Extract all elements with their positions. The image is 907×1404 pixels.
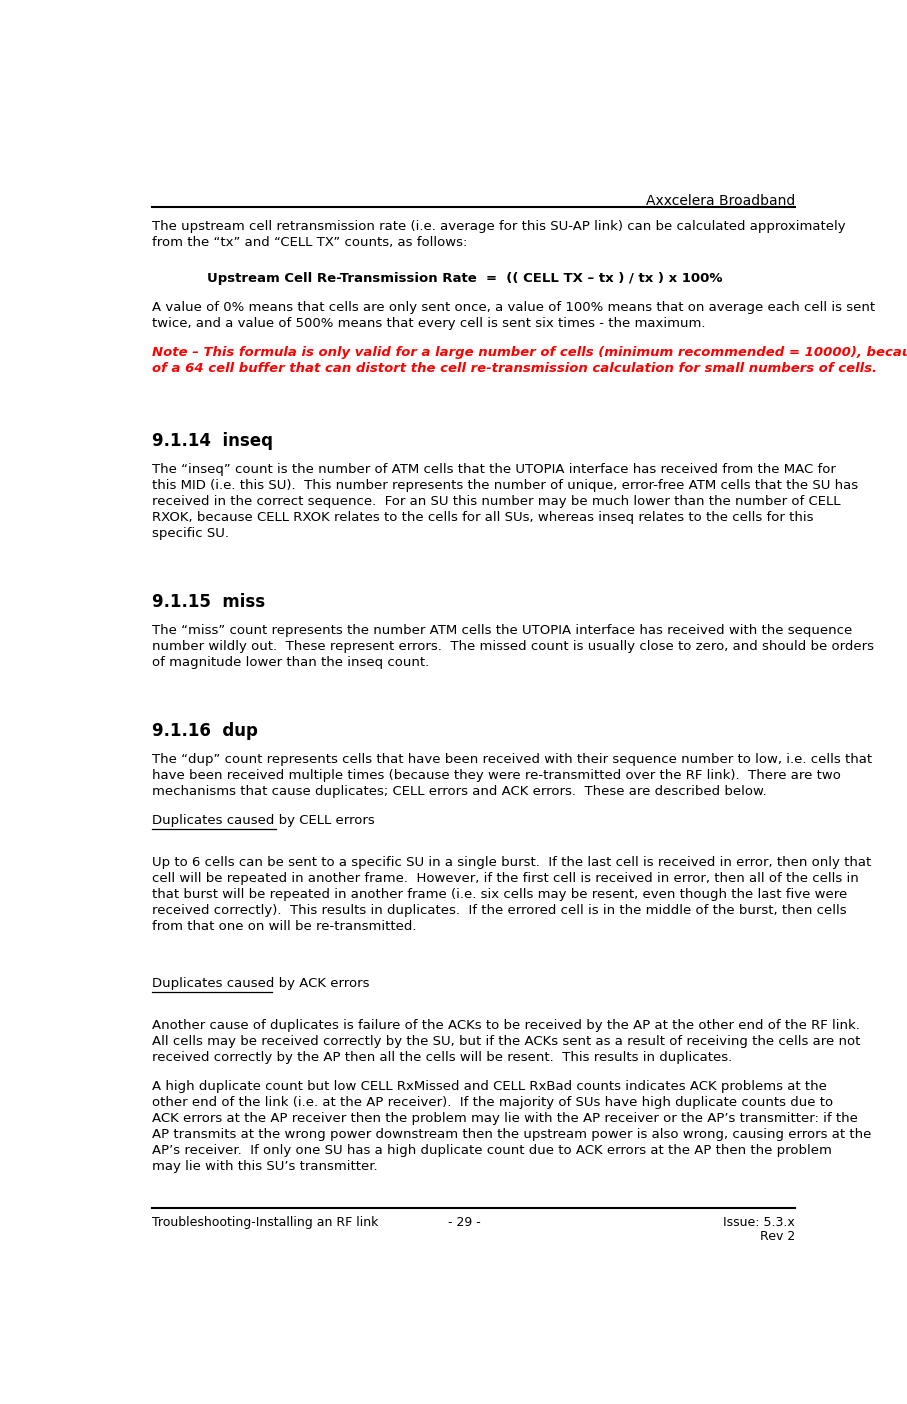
Text: of magnitude lower than the inseq count.: of magnitude lower than the inseq count. bbox=[152, 656, 429, 670]
Text: 9.1.16  dup: 9.1.16 dup bbox=[152, 722, 258, 740]
Text: Duplicates caused by ACK errors: Duplicates caused by ACK errors bbox=[152, 977, 369, 990]
Text: that burst will be repeated in another frame (i.e. six cells may be resent, even: that burst will be repeated in another f… bbox=[152, 889, 847, 901]
Text: 9.1.14  inseq: 9.1.14 inseq bbox=[152, 432, 273, 449]
Text: specific SU.: specific SU. bbox=[152, 526, 229, 541]
Text: this MID (i.e. this SU).  This number represents the number of unique, error-fre: this MID (i.e. this SU). This number rep… bbox=[152, 479, 858, 493]
Text: AP transmits at the wrong power downstream then the upstream power is also wrong: AP transmits at the wrong power downstre… bbox=[152, 1129, 872, 1141]
Text: A value of 0% means that cells are only sent once, a value of 100% means that on: A value of 0% means that cells are only … bbox=[152, 300, 875, 314]
Text: Up to 6 cells can be sent to a specific SU in a single burst.  If the last cell : Up to 6 cells can be sent to a specific … bbox=[152, 856, 872, 869]
Text: Axxcelera Broadband: Axxcelera Broadband bbox=[646, 194, 795, 208]
Text: of a 64 cell buffer that can distort the cell re-transmission calculation for sm: of a 64 cell buffer that can distort the… bbox=[152, 362, 877, 375]
Text: The “dup” count represents cells that have been received with their sequence num: The “dup” count represents cells that ha… bbox=[152, 754, 873, 767]
Text: AP’s receiver.  If only one SU has a high duplicate count due to ACK errors at t: AP’s receiver. If only one SU has a high… bbox=[152, 1144, 832, 1157]
Text: Troubleshooting-Installing an RF link: Troubleshooting-Installing an RF link bbox=[152, 1216, 378, 1228]
Text: All cells may be received correctly by the SU, but if the ACKs sent as a result : All cells may be received correctly by t… bbox=[152, 1035, 861, 1049]
Text: Duplicates caused by CELL errors: Duplicates caused by CELL errors bbox=[152, 814, 375, 827]
Text: from that one on will be re-transmitted.: from that one on will be re-transmitted. bbox=[152, 920, 416, 934]
Text: from the “tx” and “CELL TX” counts, as follows:: from the “tx” and “CELL TX” counts, as f… bbox=[152, 236, 467, 250]
Text: mechanisms that cause duplicates; CELL errors and ACK errors.  These are describ: mechanisms that cause duplicates; CELL e… bbox=[152, 785, 766, 799]
Text: received correctly by the AP then all the cells will be resent.  This results in: received correctly by the AP then all th… bbox=[152, 1052, 732, 1064]
Text: have been received multiple times (because they were re-transmitted over the RF : have been received multiple times (becau… bbox=[152, 769, 841, 782]
Text: cell will be repeated in another frame.  However, if the first cell is received : cell will be repeated in another frame. … bbox=[152, 872, 859, 886]
Text: The “miss” count represents the number ATM cells the UTOPIA interface has receiv: The “miss” count represents the number A… bbox=[152, 625, 853, 637]
Text: Rev 2: Rev 2 bbox=[760, 1230, 795, 1243]
Text: - 29 -: - 29 - bbox=[448, 1216, 482, 1228]
Text: A high duplicate count but low CELL RxMissed and CELL RxBad counts indicates ACK: A high duplicate count but low CELL RxMi… bbox=[152, 1080, 827, 1094]
Text: received correctly).  This results in duplicates.  If the errored cell is in the: received correctly). This results in dup… bbox=[152, 904, 846, 917]
Text: number wildly out.  These represent errors.  The missed count is usually close t: number wildly out. These represent error… bbox=[152, 640, 874, 653]
Text: other end of the link (i.e. at the AP receiver).  If the majority of SUs have hi: other end of the link (i.e. at the AP re… bbox=[152, 1097, 834, 1109]
Text: RXOK, because CELL RXOK relates to the cells for all SUs, whereas inseq relates : RXOK, because CELL RXOK relates to the c… bbox=[152, 511, 814, 524]
Text: twice, and a value of 500% means that every cell is sent six times - the maximum: twice, and a value of 500% means that ev… bbox=[152, 317, 706, 330]
Text: Note – This formula is only valid for a large number of cells (minimum recommend: Note – This formula is only valid for a … bbox=[152, 345, 907, 359]
Text: 9.1.15  miss: 9.1.15 miss bbox=[152, 592, 265, 611]
Text: may lie with this SU’s transmitter.: may lie with this SU’s transmitter. bbox=[152, 1160, 377, 1174]
Text: The upstream cell retransmission rate (i.e. average for this SU-AP link) can be : The upstream cell retransmission rate (i… bbox=[152, 220, 845, 233]
Text: Issue: 5.3.x: Issue: 5.3.x bbox=[724, 1216, 795, 1228]
Text: Another cause of duplicates is failure of the ACKs to be received by the AP at t: Another cause of duplicates is failure o… bbox=[152, 1019, 860, 1032]
Text: ACK errors at the AP receiver then the problem may lie with the AP receiver or t: ACK errors at the AP receiver then the p… bbox=[152, 1112, 858, 1125]
Text: The “inseq” count is the number of ATM cells that the UTOPIA interface has recei: The “inseq” count is the number of ATM c… bbox=[152, 463, 836, 476]
Text: received in the correct sequence.  For an SU this number may be much lower than : received in the correct sequence. For an… bbox=[152, 496, 841, 508]
Text: Upstream Cell Re-Transmission Rate  =  (( CELL TX – tx ) / tx ) x 100%: Upstream Cell Re-Transmission Rate = (( … bbox=[207, 272, 723, 285]
